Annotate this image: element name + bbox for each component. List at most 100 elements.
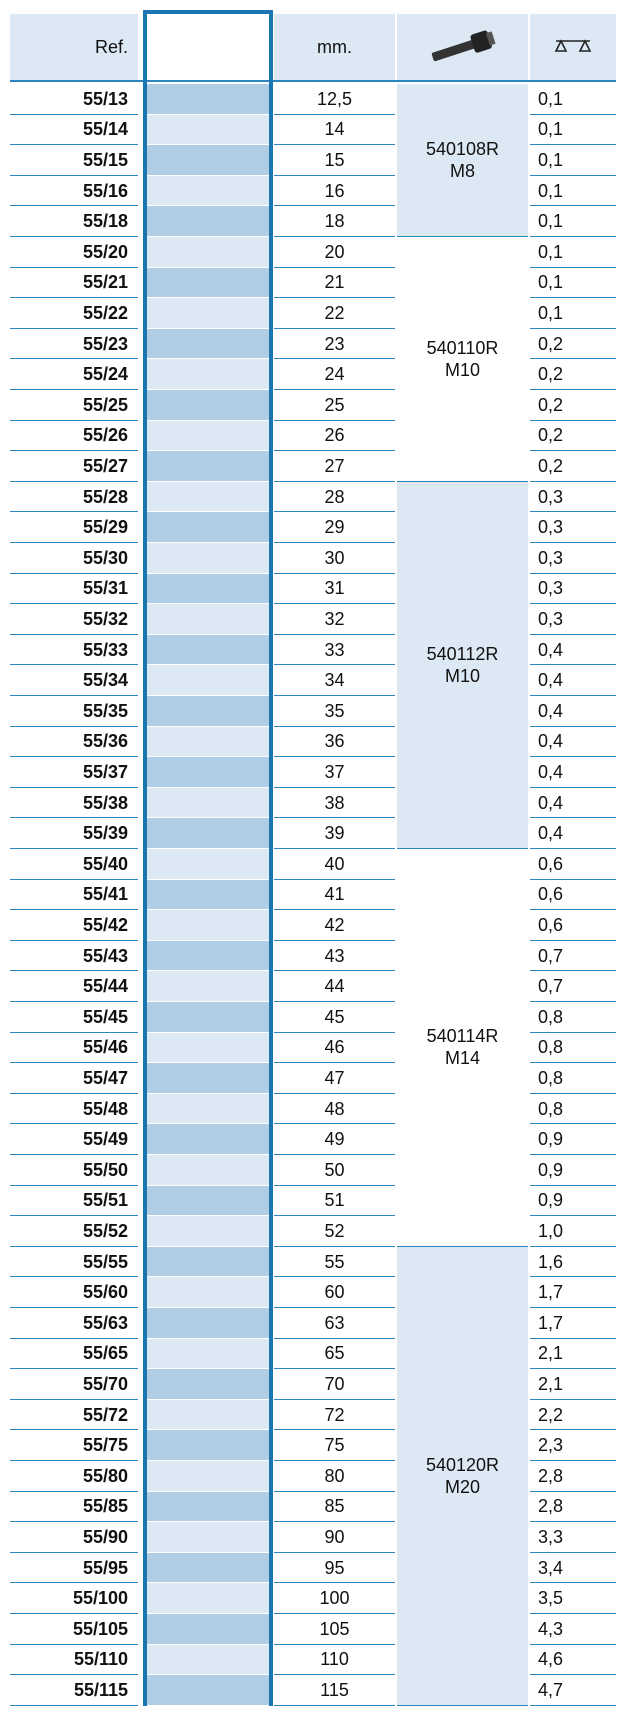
mm: 26 [274, 421, 395, 452]
thread: M8 [450, 160, 475, 182]
weight: 0,9 [530, 1155, 616, 1186]
weight: 3,4 [530, 1553, 616, 1584]
mm: 39 [274, 818, 395, 849]
mm: 110 [274, 1645, 395, 1676]
mm: 28 [274, 482, 395, 513]
row-rule [530, 1705, 616, 1706]
ref: 55/70 [10, 1369, 138, 1400]
ref: 55/16 [10, 176, 138, 207]
weight: 0,4 [530, 665, 616, 696]
mm: 32 [274, 604, 395, 635]
weight: 4,3 [530, 1614, 616, 1645]
group-cell: 540110RM10 [397, 237, 528, 482]
header-rule [10, 80, 616, 82]
bolt-code: 540110R [427, 337, 499, 359]
weight: 0,3 [530, 543, 616, 574]
ref: 55/47 [10, 1063, 138, 1094]
mm: 60 [274, 1277, 395, 1308]
mm: 16 [274, 176, 395, 207]
header-weight [530, 14, 616, 80]
mm: 85 [274, 1492, 395, 1523]
row-rule [10, 1705, 138, 1706]
ref: 55/49 [10, 1124, 138, 1155]
mm: 80 [274, 1461, 395, 1492]
ref: 55/90 [10, 1522, 138, 1553]
mm: 50 [274, 1155, 395, 1186]
ref: 55/65 [10, 1339, 138, 1370]
weight: 4,7 [530, 1675, 616, 1706]
ref: 55/13 [10, 84, 138, 115]
group-cell: 540114RM14 [397, 849, 528, 1247]
mm: 31 [274, 574, 395, 605]
ref: 55/15 [10, 145, 138, 176]
mm: 65 [274, 1339, 395, 1370]
header-mm: mm. [274, 14, 395, 80]
weight: 2,2 [530, 1400, 616, 1431]
ref: 55/29 [10, 512, 138, 543]
weight: 0,1 [530, 176, 616, 207]
weight: 2,3 [530, 1430, 616, 1461]
ref: 55/115 [10, 1675, 138, 1706]
mm: 52 [274, 1216, 395, 1247]
ref: 55/34 [10, 665, 138, 696]
ref: 55/40 [10, 849, 138, 880]
ref: 55/41 [10, 880, 138, 911]
ref: 55/95 [10, 1553, 138, 1584]
weight: 2,1 [530, 1339, 616, 1370]
mm: 25 [274, 390, 395, 421]
weight: 0,8 [530, 1063, 616, 1094]
mm: 12,5 [274, 84, 395, 115]
ref: 55/63 [10, 1308, 138, 1339]
ref: 55/24 [10, 359, 138, 390]
group-cell: 540120RM20 [397, 1247, 528, 1706]
weight: 0,3 [530, 512, 616, 543]
mm: 47 [274, 1063, 395, 1094]
weight: 0,1 [530, 298, 616, 329]
bolt-icon [423, 27, 503, 67]
weight: 0,4 [530, 727, 616, 758]
weight: 1,7 [530, 1277, 616, 1308]
ref: 55/55 [10, 1247, 138, 1278]
bolt-code: 540108R [426, 138, 499, 160]
frame [143, 10, 273, 1706]
group-cell: 540108RM8 [397, 84, 528, 237]
mm: 35 [274, 696, 395, 727]
ref: 55/100 [10, 1583, 138, 1614]
weight: 0,6 [530, 849, 616, 880]
weight: 0,3 [530, 482, 616, 513]
weight: 0,9 [530, 1124, 616, 1155]
mm: 46 [274, 1033, 395, 1064]
mm: 49 [274, 1124, 395, 1155]
weight: 3,5 [530, 1583, 616, 1614]
weight: 0,9 [530, 1186, 616, 1217]
weight: 0,2 [530, 451, 616, 482]
weight: 0,4 [530, 788, 616, 819]
mm: 37 [274, 757, 395, 788]
ref: 55/44 [10, 971, 138, 1002]
group-cell: 540112RM10 [397, 482, 528, 849]
ref: 55/105 [10, 1614, 138, 1645]
mm: 18 [274, 206, 395, 237]
bolt-code: 540114R [427, 1025, 499, 1047]
ref: 55/72 [10, 1400, 138, 1431]
weight: 0,2 [530, 390, 616, 421]
ref: 55/85 [10, 1492, 138, 1523]
weight: 0,1 [530, 268, 616, 299]
ref: 55/21 [10, 268, 138, 299]
mm: 41 [274, 880, 395, 911]
weight: 1,0 [530, 1216, 616, 1247]
weight: 0,2 [530, 329, 616, 360]
mm: 44 [274, 971, 395, 1002]
ref: 55/50 [10, 1155, 138, 1186]
ref: 55/33 [10, 635, 138, 666]
weight: 0,4 [530, 818, 616, 849]
mm: 63 [274, 1308, 395, 1339]
weight: 0,3 [530, 574, 616, 605]
row-rule [274, 1705, 395, 1706]
weight: 0,4 [530, 696, 616, 727]
ref: 55/39 [10, 818, 138, 849]
mm: 34 [274, 665, 395, 696]
ref: 55/35 [10, 696, 138, 727]
weight: 0,8 [530, 1002, 616, 1033]
mm: 43 [274, 941, 395, 972]
